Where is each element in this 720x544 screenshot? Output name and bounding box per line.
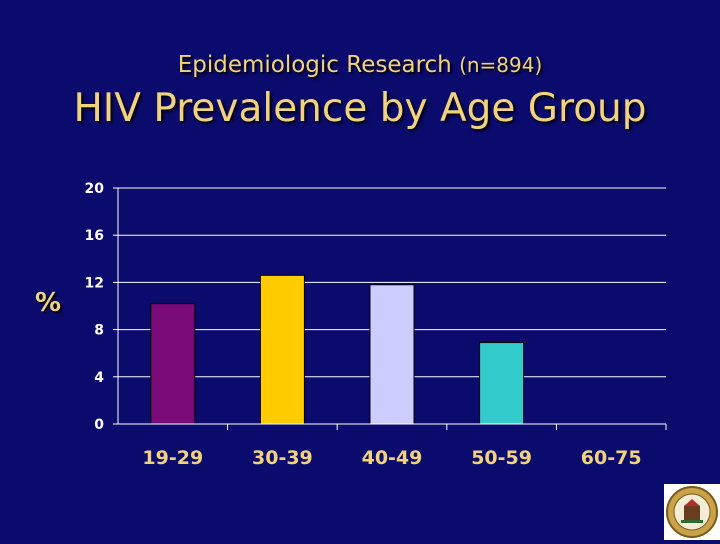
y-tick-label: 8 [94, 323, 104, 339]
y-tick-label: 12 [85, 275, 104, 291]
x-tick-label: 30-39 [252, 447, 313, 469]
axis-layer: 0 4 8 12 16 20 19-29 30-39 40-49 50-59 60-75 [85, 181, 667, 469]
subtitle-text: Epidemiologic Research [177, 52, 452, 78]
y-tick-label: 20 [85, 181, 105, 197]
x-tick-label: 60-75 [581, 447, 642, 469]
y-axis-label: % [35, 288, 62, 318]
bar-19-29 [150, 303, 196, 425]
y-tick-label: 0 [94, 417, 104, 433]
bar-layer [150, 274, 525, 425]
county-seal-logo [664, 484, 720, 540]
bar-50-59 [479, 342, 525, 425]
y-tick-label: 16 [85, 228, 104, 244]
slide-subtitle: Epidemiologic Research (n=894) [0, 52, 720, 78]
x-tick-label: 50-59 [471, 447, 532, 469]
slide-title: HIV Prevalence by Age Group [73, 86, 647, 131]
county-seal-icon [666, 486, 718, 538]
y-tick-label: 4 [94, 370, 104, 386]
x-tick-label: 19-29 [142, 447, 203, 469]
bar-40-49 [369, 284, 415, 425]
sample-size: (n=894) [459, 53, 543, 77]
bar-30-39 [259, 274, 305, 425]
x-tick-label: 40-49 [362, 447, 423, 469]
